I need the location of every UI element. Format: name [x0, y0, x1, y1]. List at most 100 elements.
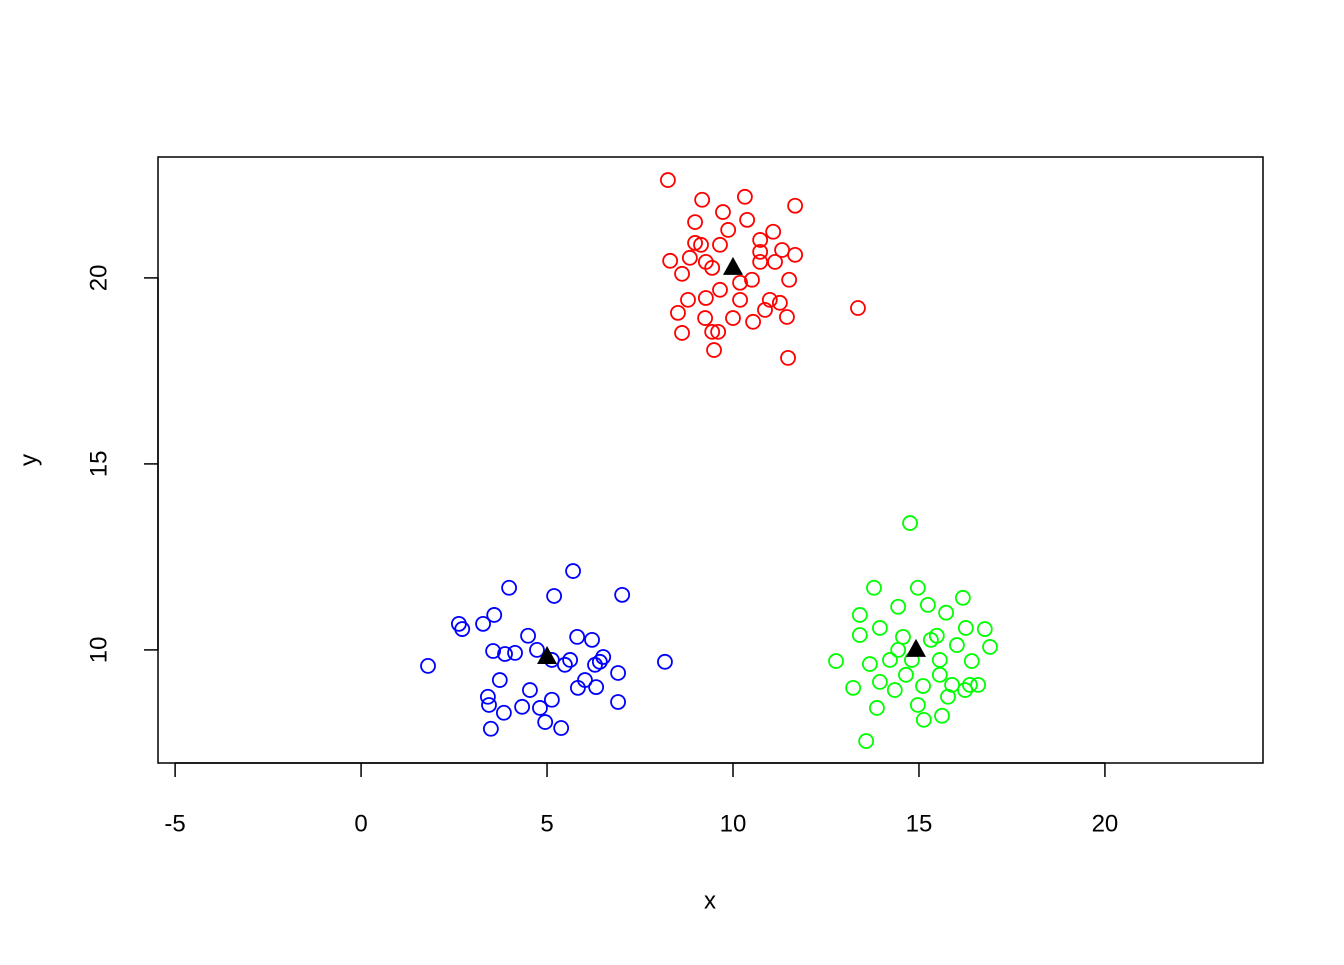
- y-tick-label: 20: [85, 265, 112, 292]
- point: [546, 588, 563, 604]
- point: [858, 733, 875, 749]
- point: [491, 672, 508, 688]
- centroid-marker: [723, 256, 744, 275]
- point: [949, 637, 965, 653]
- point: [610, 694, 626, 710]
- x-tick-label: -5: [164, 810, 185, 837]
- point: [954, 589, 971, 606]
- point: [771, 294, 788, 311]
- point: [922, 631, 939, 648]
- point: [674, 265, 690, 282]
- point: [982, 639, 998, 655]
- point: [752, 232, 769, 248]
- point: [660, 172, 676, 188]
- point: [872, 674, 888, 690]
- x-tick-label: 5: [540, 810, 553, 837]
- point: [779, 309, 795, 325]
- centroid-marker: [905, 638, 926, 657]
- x-tick-label: 20: [1092, 810, 1119, 837]
- point: [725, 310, 741, 326]
- point: [657, 653, 673, 670]
- point: [970, 676, 987, 693]
- point: [886, 682, 903, 698]
- point: [828, 653, 844, 669]
- point: [915, 678, 931, 694]
- point: [591, 653, 608, 670]
- point: [670, 304, 686, 321]
- point: [694, 191, 711, 208]
- point: [757, 301, 773, 318]
- point: [732, 274, 748, 291]
- point: [562, 652, 578, 668]
- point: [697, 254, 714, 270]
- point: [744, 271, 760, 288]
- point: [869, 700, 885, 716]
- point: [475, 615, 491, 632]
- point: [697, 290, 714, 306]
- point: [537, 714, 554, 730]
- point: [420, 658, 436, 674]
- point: [872, 620, 888, 636]
- plot-box: [157, 156, 1264, 764]
- y-axis-label: y: [15, 454, 42, 466]
- point: [957, 682, 973, 698]
- x-axis-label: x: [704, 887, 716, 914]
- point: [845, 679, 862, 696]
- point: [674, 325, 690, 341]
- point: [866, 579, 882, 596]
- point: [556, 656, 573, 673]
- point: [861, 656, 878, 672]
- point: [706, 342, 722, 358]
- point: [781, 271, 798, 288]
- point: [931, 652, 948, 668]
- point: [532, 700, 548, 716]
- point: [882, 652, 898, 668]
- point: [584, 631, 600, 648]
- point: [787, 246, 804, 263]
- point: [902, 515, 918, 531]
- point: [940, 688, 956, 705]
- point: [693, 236, 709, 253]
- point: [976, 621, 993, 637]
- point: [482, 720, 499, 737]
- point: [610, 665, 626, 681]
- point: [697, 310, 714, 326]
- point: [485, 643, 502, 659]
- point: [595, 649, 612, 665]
- point: [565, 563, 581, 579]
- point: [687, 214, 703, 231]
- point: [931, 666, 948, 683]
- point: [767, 254, 783, 270]
- point: [909, 697, 926, 713]
- point: [712, 236, 728, 253]
- point: [522, 682, 538, 698]
- point: [919, 596, 936, 613]
- x-tick-label: 0: [354, 810, 367, 837]
- point: [588, 679, 605, 696]
- x-tick-label: 15: [906, 810, 933, 837]
- point: [454, 621, 471, 637]
- point: [481, 697, 497, 713]
- point: [909, 579, 926, 596]
- point: [480, 688, 496, 705]
- point: [486, 607, 503, 623]
- point: [780, 349, 796, 366]
- centroid-marker: [537, 645, 558, 664]
- point: [898, 666, 914, 683]
- point: [737, 188, 753, 205]
- point: [745, 313, 761, 330]
- point: [497, 646, 513, 662]
- point: [765, 223, 782, 240]
- point: [752, 243, 769, 260]
- point: [850, 300, 866, 316]
- point: [761, 291, 778, 308]
- point: [569, 628, 586, 645]
- point: [501, 579, 518, 596]
- point: [529, 642, 545, 658]
- point: [938, 604, 955, 621]
- x-tick-label: 10: [720, 810, 747, 837]
- point: [614, 586, 631, 603]
- point: [543, 691, 560, 708]
